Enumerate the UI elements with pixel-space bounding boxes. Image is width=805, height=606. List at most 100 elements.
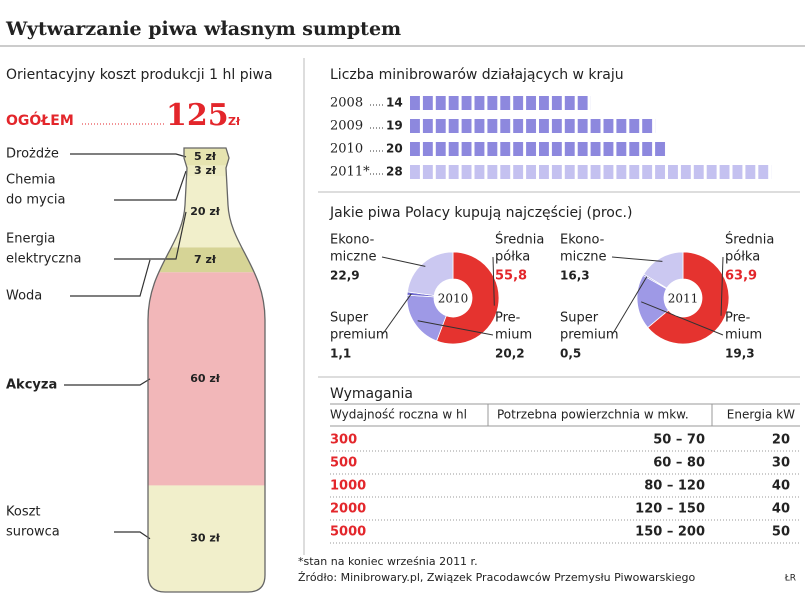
table-cell: 120 – 150 [635,502,705,517]
credit: ŁR [784,574,796,584]
slice-name: Średnia [495,232,544,248]
count-label: 28 [386,165,403,179]
column-header: Energia kW [727,408,795,422]
table-cell: 2000 [330,502,366,517]
table-cell: 300 [330,433,357,448]
segment-value: 60 zł [190,372,221,385]
table-cell: 150 – 200 [635,525,705,540]
donut-slice [436,251,500,345]
segment-name: Chemia [6,173,56,188]
slice-value: 63,9 [725,269,757,284]
column-header: Wydajność roczna w hl [330,408,467,422]
slice-name: miczne [560,250,606,265]
leader [640,301,724,336]
note: *stan na koniec września 2011 r. [298,555,478,568]
slice-name: mium [495,328,532,343]
segment-name: surowca [6,525,60,540]
segment-name: Akcyza [6,378,57,393]
segment-name: Koszt [6,505,41,520]
breweries-title: Liczba minibrowarów działających w kraju [330,67,624,83]
slice-name: Pre- [495,311,521,326]
bottle-segment [148,165,265,177]
total-unit: Zł [228,115,241,128]
slice-name: Ekono- [330,233,375,248]
slice-name: półka [725,250,760,265]
leader [64,378,151,386]
donut-hole [664,279,702,317]
segment-name: elektryczna [6,252,81,267]
leader [611,256,663,262]
count-label: 20 [386,142,403,156]
slice-name: premium [330,328,389,343]
bar [410,96,591,110]
segment-name: Woda [6,289,42,304]
bar [410,119,656,133]
slice-name: miczne [330,250,376,265]
slice-name: półka [495,250,530,265]
table-cell: 20 [772,433,790,448]
table-cell: 500 [330,456,357,471]
leader [611,276,648,336]
slice-name: Super [330,311,369,326]
bottle-segment [148,272,265,486]
leader [720,256,724,316]
slice-value: 22,9 [330,269,360,283]
segment-value: 30 zł [190,532,221,545]
leader [114,170,187,201]
table-cell: 50 [772,525,790,540]
year-label: 2011* [330,165,370,180]
slice-value: 20,2 [495,347,525,361]
table-title: Wymagania [330,386,413,402]
count-label: 14 [386,96,403,110]
bottle-segment [148,485,265,592]
slice-name: Super [560,311,599,326]
total-value: 125 [166,98,229,133]
bottle-outline [147,147,266,593]
slice-value: 55,8 [495,269,527,284]
leader [114,211,187,260]
leader [381,256,426,267]
count-label: 19 [386,119,403,133]
leader [492,256,495,306]
table-cell: 50 – 70 [653,433,705,448]
pie-year: 2010 [438,292,469,306]
leader [70,153,187,158]
title: Wytwarzanie piwa własnym sumptem [5,18,401,40]
segment-name: do mycia [6,193,65,208]
leader [114,531,151,540]
year-label: 2009 [330,119,363,134]
segment-name: Energia [6,232,55,247]
slice-value: 1,1 [330,347,351,361]
subtitle: Orientacyjny koszt produkcji 1 hl piwa [6,67,273,83]
table-cell: 60 – 80 [653,456,705,471]
table-cell: 80 – 120 [644,479,705,494]
segment-name: Drożdże [6,147,59,162]
shares-title: Jakie piwa Polacy kupują najczęściej (pr… [329,205,632,221]
bar [410,142,668,156]
bar [410,165,772,179]
total-label: OGÓŁEM [6,111,74,129]
column-header: Potrzebna powierzchnia w mkw. [497,408,689,422]
segment-value: 7 zł [194,253,217,266]
table-cell: 1000 [330,479,366,494]
segment-value: 5 zł [194,150,217,163]
source: Źródło: Minibrowary.pl, Związek Pracodaw… [298,571,695,584]
segment-value: 20 zł [190,205,221,218]
slice-value: 0,5 [560,347,581,361]
slice-name: Średnia [725,232,774,248]
pie-year: 2011 [668,292,699,306]
table-cell: 5000 [330,525,366,540]
segment-value: 3 zł [194,164,217,177]
year-label: 2010 [330,142,363,157]
table-cell: 40 [772,479,790,494]
table-cell: 40 [772,502,790,517]
slice-name: Pre- [725,311,751,326]
slice-name: mium [725,328,762,343]
donut-hole [434,279,472,317]
leader [70,259,151,297]
slice-name: premium [560,328,619,343]
leader [417,320,494,336]
table-cell: 30 [772,456,790,471]
slice-name: Ekono- [560,233,605,248]
